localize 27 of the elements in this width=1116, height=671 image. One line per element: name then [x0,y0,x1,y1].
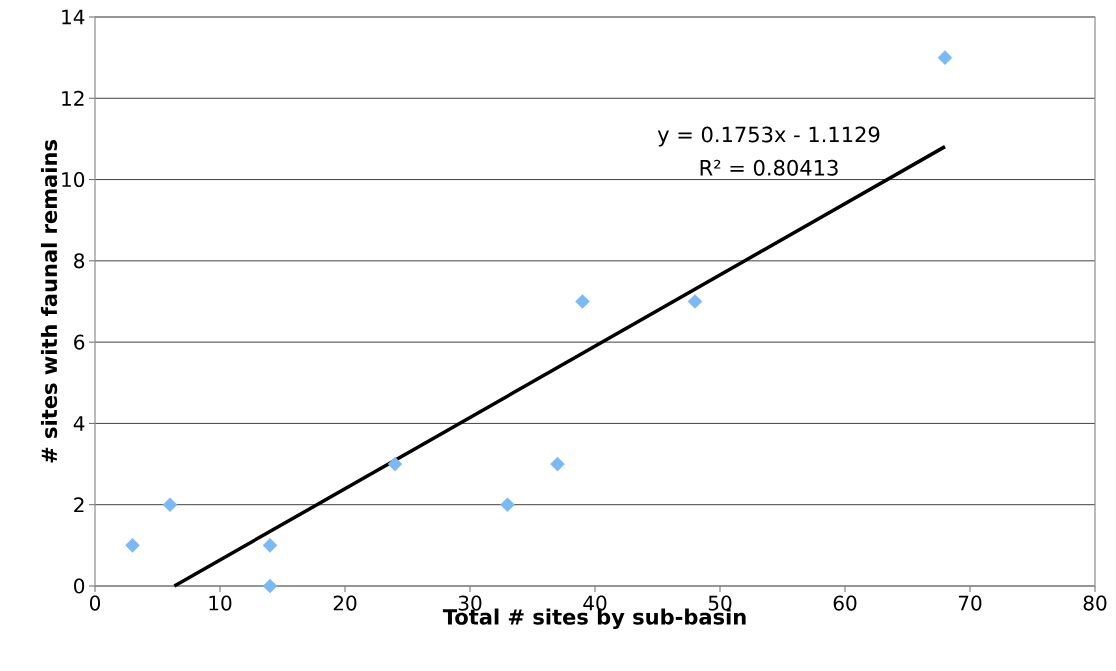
y-tick-label: 4 [73,416,85,431]
y-tick-label: 6 [74,334,85,350]
y-axis-title: # sites with faunal remains [40,140,58,463]
y-tick-label: 8 [74,253,85,269]
y-tick-label: 0 [74,578,85,594]
x-tick-label: 10 [209,595,232,611]
point [500,497,515,512]
y-tick-label: 14 [62,9,85,25]
point [550,456,565,472]
x-tick-label: 80 [1083,595,1107,611]
x-tick-label: 20 [333,595,357,611]
x-tick-label: 0 [89,595,101,611]
y-tick-label: 2 [74,497,84,513]
point [575,294,590,309]
annotation: y = 0.1753x - 1.1129 [657,126,880,147]
x-tick-label: 60 [833,595,857,611]
x-tick-label: 70 [958,595,982,611]
annotation: R² = 0.80413 [700,159,838,176]
y-tick-label: 12 [62,90,84,106]
point [162,497,178,512]
point [262,578,278,594]
point [262,538,278,553]
point [937,50,953,65]
point [687,294,703,309]
point [387,456,403,472]
point [125,538,140,553]
y-tick-label: 10 [62,172,85,188]
